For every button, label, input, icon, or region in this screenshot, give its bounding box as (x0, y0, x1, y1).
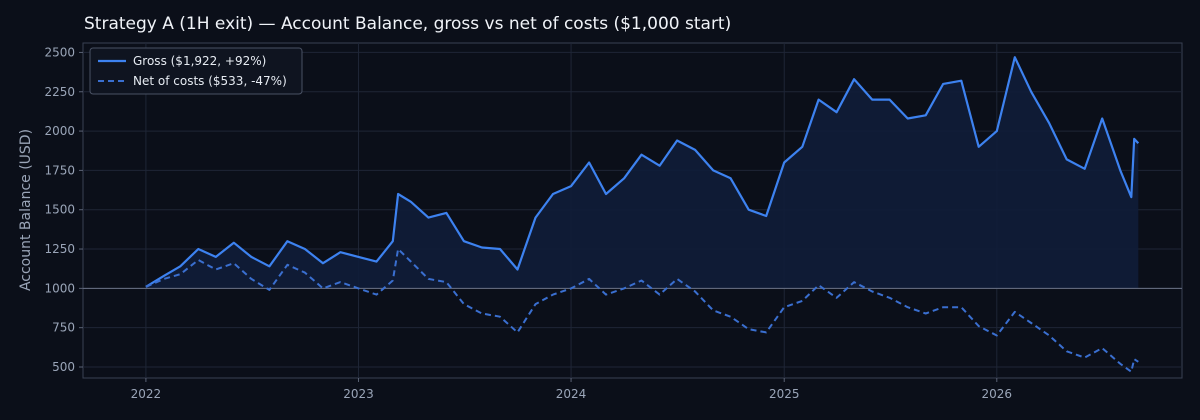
y-tick-label: 2000 (44, 124, 75, 138)
x-tick-label: 2022 (131, 387, 162, 401)
x-tick-label: 2023 (343, 387, 374, 401)
y-tick-label: 1500 (44, 203, 75, 217)
x-tick-label: 2026 (982, 387, 1013, 401)
y-tick-label: 1750 (44, 163, 75, 177)
series-layer (145, 56, 1140, 373)
y-tick-label: 1000 (44, 281, 75, 295)
gross-series-line (145, 56, 1140, 288)
y-tick-label: 750 (52, 321, 75, 335)
y-tick-label: 2500 (44, 45, 75, 59)
legend: Gross ($1,922, +92%) Net of costs ($533,… (89, 47, 303, 95)
y-tick-label: 500 (52, 360, 75, 374)
tick-layer: 500 750 1000 1250 1500 1750 2000 2250 2500 2022 20… (44, 45, 1012, 401)
y-tick-label: 2250 (44, 85, 75, 99)
net-series-line (145, 248, 1139, 373)
y-tick-label: 1250 (44, 242, 75, 256)
legend-label-gross: Gross ($1,922, +92%) (133, 54, 266, 68)
y-axis-label: Account Balance (USD) (18, 129, 34, 291)
chart-title: Strategy A (1H exit) — Account Balance, … (84, 14, 732, 34)
legend-box (89, 47, 303, 95)
x-tick-label: 2024 (556, 387, 587, 401)
legend-label-net: Net of costs ($533, -47%) (133, 74, 287, 88)
x-tick-label: 2025 (769, 387, 800, 401)
